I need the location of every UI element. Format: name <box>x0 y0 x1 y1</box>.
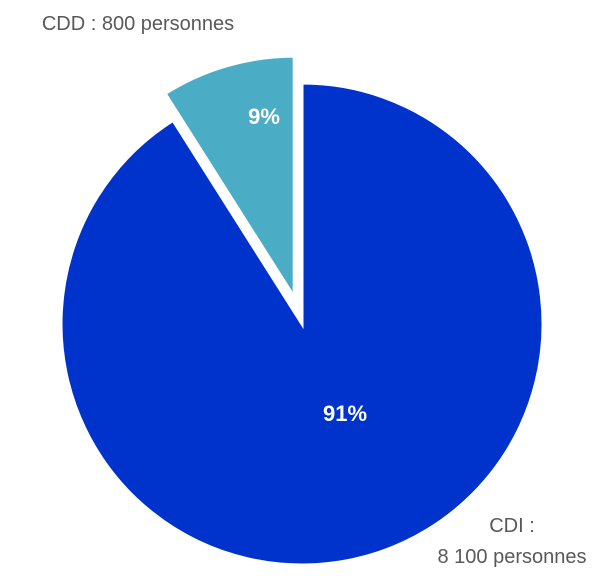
slice-percent-label-cdd: 9% <box>248 104 280 129</box>
slice-percent-label-cdi: 91% <box>323 401 367 426</box>
slice-category-label-cdi-line1: CDI : <box>489 515 535 537</box>
slice-category-label-cdd: CDD : 800 personnes <box>42 13 234 35</box>
slice-category-label-cdi-line2: 8 100 personnes <box>437 546 586 568</box>
pie-slice-cdi <box>59 81 545 567</box>
pie-slice-cdd <box>163 54 296 303</box>
